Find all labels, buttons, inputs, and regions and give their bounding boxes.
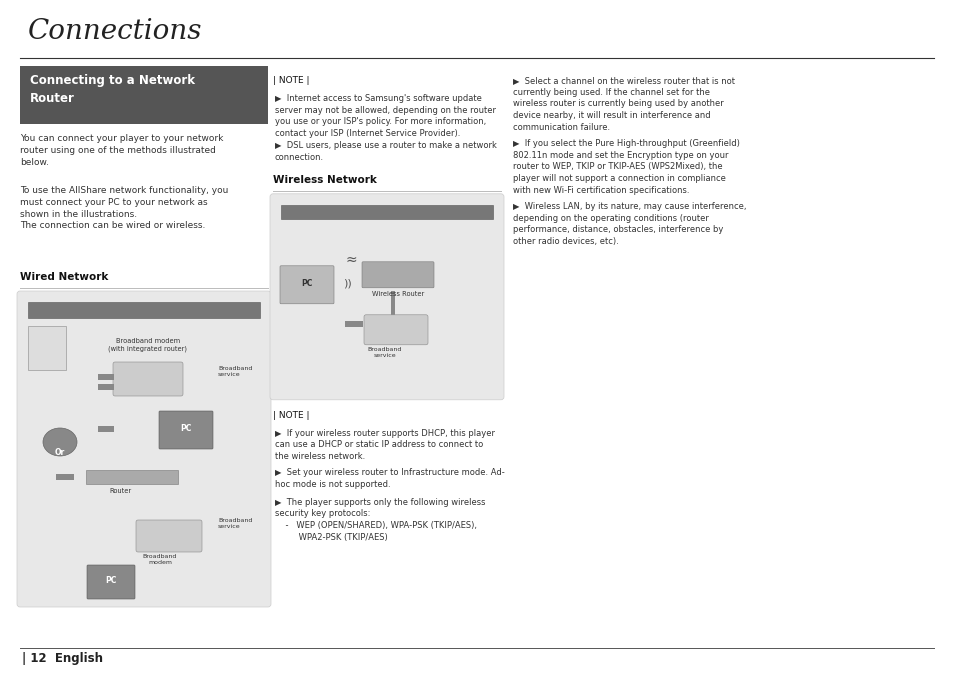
Text: Wireless Router: Wireless Router (372, 291, 424, 297)
Text: Wireless Network: Wireless Network (273, 175, 376, 185)
Text: )): )) (343, 279, 352, 289)
FancyBboxPatch shape (364, 315, 428, 345)
Text: Broadband
service: Broadband service (368, 347, 402, 358)
Text: ▶  If your wireless router supports DHCP, this player
can use a DHCP or static I: ▶ If your wireless router supports DHCP,… (274, 429, 495, 461)
Text: Router: Router (109, 488, 131, 494)
Text: | NOTE |: | NOTE | (273, 411, 309, 420)
Text: Wired Network: Wired Network (20, 272, 109, 282)
Bar (56, 474, 74, 480)
Text: To use the AllShare network functionality, you
must connect your PC to your netw: To use the AllShare network functionalit… (20, 186, 228, 230)
Text: Connections: Connections (28, 18, 202, 45)
Bar (391, 291, 395, 317)
Text: You can connect your player to your network
router using one of the methods illu: You can connect your player to your netw… (20, 134, 223, 167)
FancyBboxPatch shape (136, 520, 202, 552)
Ellipse shape (43, 428, 77, 456)
Text: | 12  English: | 12 English (22, 652, 103, 665)
Bar (98, 384, 113, 390)
Text: Broadband modem
(with integrated router): Broadband modem (with integrated router) (109, 338, 188, 352)
Bar (20, 66, 268, 124)
Text: | NOTE |: | NOTE | (273, 76, 309, 85)
Bar (28, 326, 66, 370)
Bar (28, 302, 260, 318)
Bar (98, 426, 113, 432)
Bar (86, 470, 178, 484)
FancyBboxPatch shape (87, 565, 135, 599)
FancyBboxPatch shape (361, 262, 434, 288)
Text: Broadband
modem: Broadband modem (143, 554, 177, 565)
Text: ▶  DSL users, please use a router to make a network
connection.: ▶ DSL users, please use a router to make… (274, 141, 497, 162)
Text: PC: PC (105, 576, 116, 585)
Text: ▶  Wireless LAN, by its nature, may cause interference,
depending on the operati: ▶ Wireless LAN, by its nature, may cause… (513, 202, 745, 246)
FancyBboxPatch shape (159, 411, 213, 449)
Bar (281, 205, 493, 219)
Bar (98, 374, 113, 380)
Text: Connecting to a Network
Router: Connecting to a Network Router (30, 74, 194, 105)
Text: ▶  Select a channel on the wireless router that is not
currently being used. If : ▶ Select a channel on the wireless route… (513, 76, 734, 132)
Text: PC: PC (180, 424, 192, 433)
FancyBboxPatch shape (280, 266, 334, 304)
Text: Broadband
service: Broadband service (218, 366, 253, 377)
Bar (345, 321, 363, 327)
Text: Broadband
service: Broadband service (218, 518, 253, 529)
Text: ≈: ≈ (345, 253, 356, 267)
FancyBboxPatch shape (112, 362, 183, 396)
FancyBboxPatch shape (270, 194, 503, 400)
Text: Or: Or (55, 448, 65, 457)
Text: ▶  The player supports only the following wireless
security key protocols:
    -: ▶ The player supports only the following… (274, 498, 485, 542)
FancyBboxPatch shape (17, 291, 271, 607)
Text: ▶  Internet access to Samsung's software update
server may not be allowed, depen: ▶ Internet access to Samsung's software … (274, 94, 496, 138)
Text: ▶  If you select the Pure High-throughput (Greenfield)
802.11n mode and set the : ▶ If you select the Pure High-throughput… (513, 139, 740, 194)
Text: PC: PC (301, 279, 313, 288)
Text: ▶  Set your wireless router to Infrastructure mode. Ad-
hoc mode is not supporte: ▶ Set your wireless router to Infrastruc… (274, 468, 504, 489)
